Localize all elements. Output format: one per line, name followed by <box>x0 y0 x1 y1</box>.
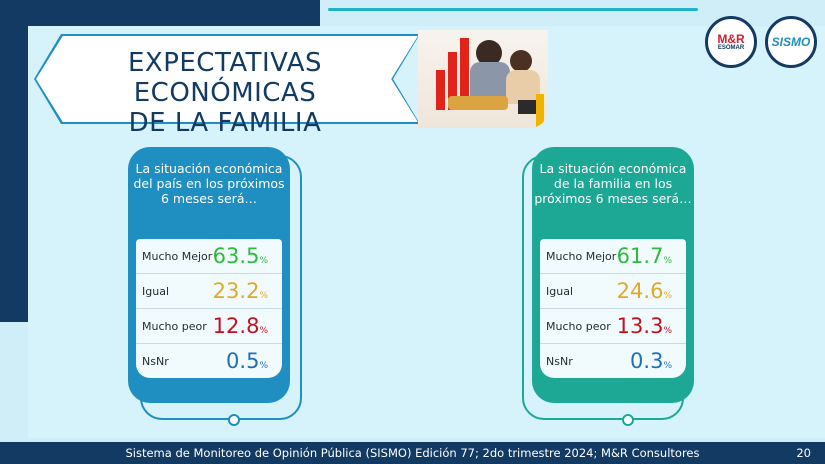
footer-text: Sistema de Monitoreo de Opinión Pública … <box>125 446 700 460</box>
panel-left: La situación económica del país en los p… <box>128 147 290 403</box>
row-label: Igual <box>142 284 169 298</box>
photo-calculator-shape <box>518 100 538 114</box>
table-row: Igual 23.2% <box>136 274 282 309</box>
photo-bar-decoration <box>436 70 445 110</box>
photo-bar-decoration <box>448 52 457 110</box>
panel-left-rows: Mucho Mejor 63.5% Igual 23.2% Mucho peor… <box>136 239 282 378</box>
row-value: 61.7% <box>616 244 672 268</box>
panel-left-heading: La situación económica del país en los p… <box>133 161 285 206</box>
panel-right-connector-node <box>622 414 634 426</box>
row-value: 13.3% <box>616 314 672 338</box>
photo-person-shape <box>476 40 502 66</box>
navy-top-bar <box>0 0 320 26</box>
panel-right: La situación económica de la familia en … <box>532 147 694 403</box>
title-line-1: EXPECTATIVAS ECONÓMICAS <box>127 48 323 108</box>
table-row: Igual 24.6% <box>540 274 686 309</box>
photo-person-shape <box>470 62 510 102</box>
mr-logo: M&R ESOMAR <box>705 16 757 68</box>
row-label: Igual <box>546 284 573 298</box>
row-value: 63.5% <box>212 244 268 268</box>
photo-person-shape <box>510 50 532 72</box>
row-value: 23.2% <box>212 279 268 303</box>
esomar-logo-text: ESOMAR <box>717 44 745 51</box>
row-label: NsNr <box>546 354 573 368</box>
table-row: Mucho peor 12.8% <box>136 309 282 344</box>
row-label: NsNr <box>142 354 169 368</box>
top-divider-line <box>328 8 698 11</box>
panel-right-rows: Mucho Mejor 61.7% Igual 24.6% Mucho peor… <box>540 239 686 378</box>
navy-side-bar <box>0 0 28 322</box>
row-value: 0.3% <box>630 349 672 373</box>
table-row: NsNr 0.3% <box>540 344 686 378</box>
page-number: 20 <box>796 446 811 460</box>
row-value: 12.8% <box>212 314 268 338</box>
photo-bar-decoration <box>460 38 469 110</box>
panel-right-heading: La situación económica de la familia en … <box>534 161 692 206</box>
row-label: Mucho peor <box>142 319 207 333</box>
table-row: Mucho Mejor 63.5% <box>136 239 282 274</box>
title-line-2: DE LA FAMILIA <box>128 108 322 138</box>
row-label: Mucho Mejor <box>142 249 213 263</box>
sismo-logo: SISMO <box>765 16 817 68</box>
footer-bar: Sistema de Monitoreo de Opinión Pública … <box>0 442 825 464</box>
table-row: Mucho peor 13.3% <box>540 309 686 344</box>
mr-logo-text: M&R <box>717 31 745 46</box>
page-title: EXPECTATIVAS ECONÓMICAS DE LA FAMILIA <box>60 48 390 138</box>
photo-person-shape <box>506 70 540 104</box>
row-value: 24.6% <box>616 279 672 303</box>
panel-left-connector-node <box>228 414 240 426</box>
table-row: NsNr 0.5% <box>136 344 282 378</box>
row-value: 0.5% <box>226 349 268 373</box>
row-label: Mucho peor <box>546 319 611 333</box>
family-finance-photo <box>418 30 548 128</box>
photo-bar-decoration <box>536 94 544 128</box>
table-row: Mucho Mejor 61.7% <box>540 239 686 274</box>
row-label: Mucho Mejor <box>546 249 617 263</box>
photo-coins-shape <box>448 96 508 110</box>
sismo-logo-text: SISMO <box>771 35 811 49</box>
title-banner <box>36 36 418 122</box>
